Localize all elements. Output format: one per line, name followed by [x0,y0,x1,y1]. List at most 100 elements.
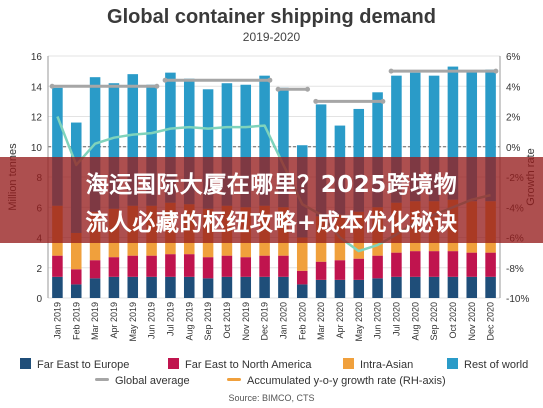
x-tick-label: Aug 2020 [410,302,420,341]
bar-segment [428,75,440,202]
y2-tick-label: 6% [506,52,521,63]
y-tick-label: 14 [31,82,43,93]
legend-label: Far East to North America [185,359,312,371]
bar-segment [146,84,157,206]
bar-segment [52,87,63,206]
legend-item: Accumulated y-o-y growth rate (RH-axis) [227,375,446,387]
overlay-banner: 海运国际大厦在哪里？2025跨境物 流人必藏的枢纽攻略+成本优化秘诀 [0,157,543,243]
bar-segment [146,276,157,298]
bar-segment [391,252,402,277]
global-average-endpoint [388,68,394,74]
bar-segment [165,276,176,298]
bar-segment [334,279,346,298]
x-tick-label: Sep 2020 [429,302,439,341]
bar-segment [466,71,478,202]
x-tick-label: Apr 2019 [109,302,119,339]
bar-segment [202,89,214,209]
overlay-line-1: 海运国际大厦在哪里？2025跨境物 [85,172,458,198]
global-average-endpoint [305,86,311,92]
global-average-endpoint [154,83,160,89]
bar-segment [52,276,63,298]
chart-title: Global container shipping demand [107,6,436,28]
bar-segment [127,255,139,277]
y2-tick-label: -8% [506,264,524,275]
bar-segment [146,255,157,277]
bar-segment [108,257,120,277]
legend-item: Far East to North America [168,358,312,371]
x-tick-label: May 2019 [128,302,138,342]
x-tick-label: Sep 2019 [203,302,213,341]
legend-item: Global average [95,375,190,387]
bar-segment [221,255,233,277]
bar-segment [296,270,308,285]
bar-segment [127,74,139,206]
bar-segment [240,276,252,298]
global-average-endpoint [493,68,499,74]
overlay-line-2: 流人必藏的枢纽攻略+成本优化秘诀 [85,210,458,236]
bar-segment [278,276,289,298]
bar-segment [240,257,252,277]
legend-label: Global average [115,375,190,387]
x-tick-label: Jun 2020 [373,302,383,339]
bar-segment [296,237,308,271]
bar-segment [89,260,101,279]
bar-segment [52,255,63,277]
bar-segment [89,278,101,298]
x-tick-label: Jan 2020 [278,302,288,339]
x-tick-label: Jul 2020 [391,302,401,336]
bar-segment [108,276,120,298]
bar-segment [428,251,440,277]
bar-segment [372,278,383,298]
legend-swatch [20,358,31,369]
bar-segment [221,276,233,298]
legend-swatch [447,358,458,369]
legend-item: Intra-Asian [343,358,413,371]
bar-segment [108,83,120,209]
bar-segment [70,284,82,298]
legend-swatch [95,378,109,381]
y-tick-label: 12 [31,113,43,124]
bar-segment [221,83,233,206]
bar-segment [447,66,459,200]
legend-item: Rest of world [447,358,528,371]
bar-segment [334,260,346,280]
legend-item: Far East to Europe [20,358,129,371]
legend-label: Accumulated y-o-y growth rate (RH-axis) [247,375,446,387]
bar-segment [183,78,195,205]
bar-segment [70,232,82,270]
bar-segment [447,276,459,298]
y-tick-label: 16 [31,52,43,63]
legend-label: Intra-Asian [360,359,414,371]
global-average-endpoint [380,98,386,104]
chart-subtitle: 2019-2020 [242,30,301,44]
x-tick-label: Dec 2020 [486,302,496,341]
x-tick-label: Jun 2019 [147,302,157,339]
bar-segment [466,252,478,277]
x-tick-label: Mar 2020 [316,302,326,340]
bar-segment [296,284,308,298]
source-note: Source: BIMCO, CTS [228,393,315,403]
global-average-endpoint [313,98,319,104]
bar-segment [165,72,176,203]
bar-segment [485,276,496,298]
bar-segment [466,276,478,298]
bar-segment [315,279,327,298]
x-tick-label: Jan 2019 [52,302,62,339]
x-tick-label: Aug 2019 [184,302,194,341]
bar-segment [391,276,402,298]
x-tick-label: Feb 2019 [71,302,81,340]
x-tick-label: Jul 2019 [165,302,175,336]
y2-tick-label: -10% [506,294,529,305]
bar-segment [485,252,496,277]
bar-segment [240,84,252,208]
bar-segment [391,75,402,203]
global-average-endpoint [162,77,168,83]
legend-swatch [168,358,179,369]
bar-segment [183,254,195,277]
x-tick-label: Feb 2020 [297,302,307,340]
bar-segment [447,251,459,277]
bar-segment [409,276,421,298]
x-tick-label: Dec 2019 [260,302,270,341]
x-tick-label: Nov 2019 [241,302,251,341]
y2-tick-label: 2% [506,113,521,124]
